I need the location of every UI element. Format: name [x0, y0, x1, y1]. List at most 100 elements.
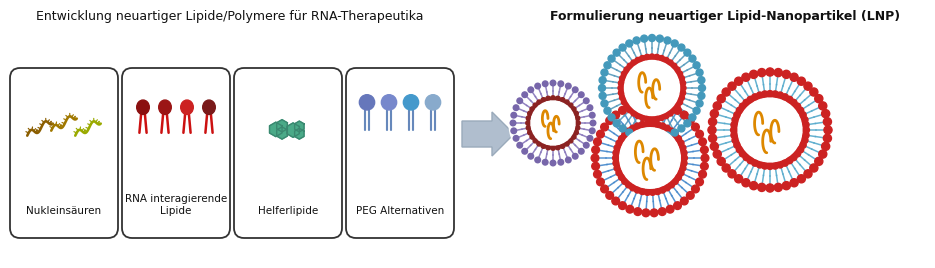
Circle shape — [546, 96, 551, 101]
Circle shape — [680, 85, 686, 91]
Circle shape — [658, 208, 666, 215]
Circle shape — [717, 95, 726, 103]
Circle shape — [644, 54, 650, 60]
Circle shape — [802, 132, 809, 139]
Circle shape — [822, 142, 829, 150]
Text: Formulierung neuartiger Lipid-Nanopartikel (LNP): Formulierung neuartiger Lipid-Nanopartik… — [550, 10, 900, 23]
Circle shape — [533, 103, 538, 108]
Circle shape — [740, 103, 746, 110]
Circle shape — [550, 160, 555, 166]
Circle shape — [689, 114, 696, 121]
Circle shape — [568, 103, 573, 108]
Circle shape — [677, 71, 683, 77]
Circle shape — [761, 162, 769, 169]
Circle shape — [689, 55, 696, 62]
Circle shape — [698, 77, 705, 84]
Circle shape — [604, 107, 611, 114]
Circle shape — [693, 62, 700, 69]
Circle shape — [526, 125, 531, 130]
Circle shape — [698, 138, 707, 146]
FancyArrow shape — [462, 112, 514, 156]
Circle shape — [678, 169, 684, 176]
Circle shape — [537, 100, 541, 105]
Circle shape — [600, 123, 609, 131]
Circle shape — [783, 70, 790, 79]
Circle shape — [624, 103, 630, 109]
Circle shape — [541, 143, 546, 148]
Circle shape — [740, 150, 746, 157]
Circle shape — [757, 69, 766, 77]
Circle shape — [613, 120, 620, 127]
Circle shape — [629, 184, 636, 191]
Circle shape — [798, 77, 805, 85]
Circle shape — [541, 98, 546, 102]
Circle shape — [693, 107, 700, 114]
Text: Helferlipide: Helferlipide — [258, 206, 318, 216]
Circle shape — [620, 95, 626, 100]
Circle shape — [542, 159, 548, 165]
Circle shape — [717, 157, 726, 165]
Circle shape — [814, 95, 823, 103]
Circle shape — [634, 100, 641, 108]
Circle shape — [664, 184, 670, 191]
Circle shape — [594, 138, 601, 146]
Circle shape — [640, 188, 646, 195]
Circle shape — [640, 114, 645, 121]
FancyBboxPatch shape — [122, 68, 230, 238]
Circle shape — [735, 175, 742, 183]
Circle shape — [572, 87, 578, 92]
Circle shape — [683, 49, 691, 56]
Circle shape — [550, 80, 555, 86]
Circle shape — [525, 121, 530, 125]
Circle shape — [654, 121, 661, 128]
Circle shape — [513, 105, 519, 110]
Circle shape — [618, 80, 625, 86]
Circle shape — [680, 90, 685, 96]
Circle shape — [575, 116, 580, 121]
Circle shape — [555, 96, 560, 101]
Circle shape — [619, 174, 626, 181]
Circle shape — [766, 184, 774, 192]
Circle shape — [797, 146, 804, 153]
Circle shape — [381, 95, 396, 110]
Circle shape — [522, 92, 527, 98]
Circle shape — [743, 154, 750, 161]
Circle shape — [649, 135, 655, 142]
FancyBboxPatch shape — [10, 68, 118, 238]
Circle shape — [790, 154, 797, 161]
Circle shape — [782, 94, 788, 101]
Circle shape — [359, 95, 375, 110]
Circle shape — [678, 44, 685, 51]
Circle shape — [619, 125, 626, 132]
Circle shape — [644, 189, 651, 195]
Circle shape — [594, 170, 601, 178]
Circle shape — [822, 110, 829, 118]
Circle shape — [658, 114, 665, 121]
Circle shape — [649, 35, 655, 42]
Circle shape — [571, 134, 576, 139]
Circle shape — [573, 111, 579, 116]
Circle shape — [597, 130, 604, 138]
Circle shape — [664, 37, 671, 44]
Circle shape — [654, 54, 660, 60]
Circle shape — [814, 157, 823, 165]
Polygon shape — [269, 122, 282, 137]
Circle shape — [604, 62, 611, 69]
Circle shape — [708, 126, 716, 134]
Circle shape — [663, 113, 669, 119]
Circle shape — [625, 61, 680, 116]
Circle shape — [546, 145, 551, 150]
Circle shape — [804, 170, 812, 178]
Circle shape — [626, 128, 632, 135]
Circle shape — [750, 70, 757, 79]
Circle shape — [752, 94, 758, 101]
Polygon shape — [287, 123, 299, 137]
Circle shape — [616, 169, 623, 176]
Circle shape — [801, 116, 808, 123]
Circle shape — [736, 146, 743, 153]
Circle shape — [731, 121, 738, 128]
Ellipse shape — [159, 100, 171, 114]
Circle shape — [527, 111, 533, 116]
Circle shape — [587, 136, 593, 141]
Circle shape — [668, 110, 673, 116]
